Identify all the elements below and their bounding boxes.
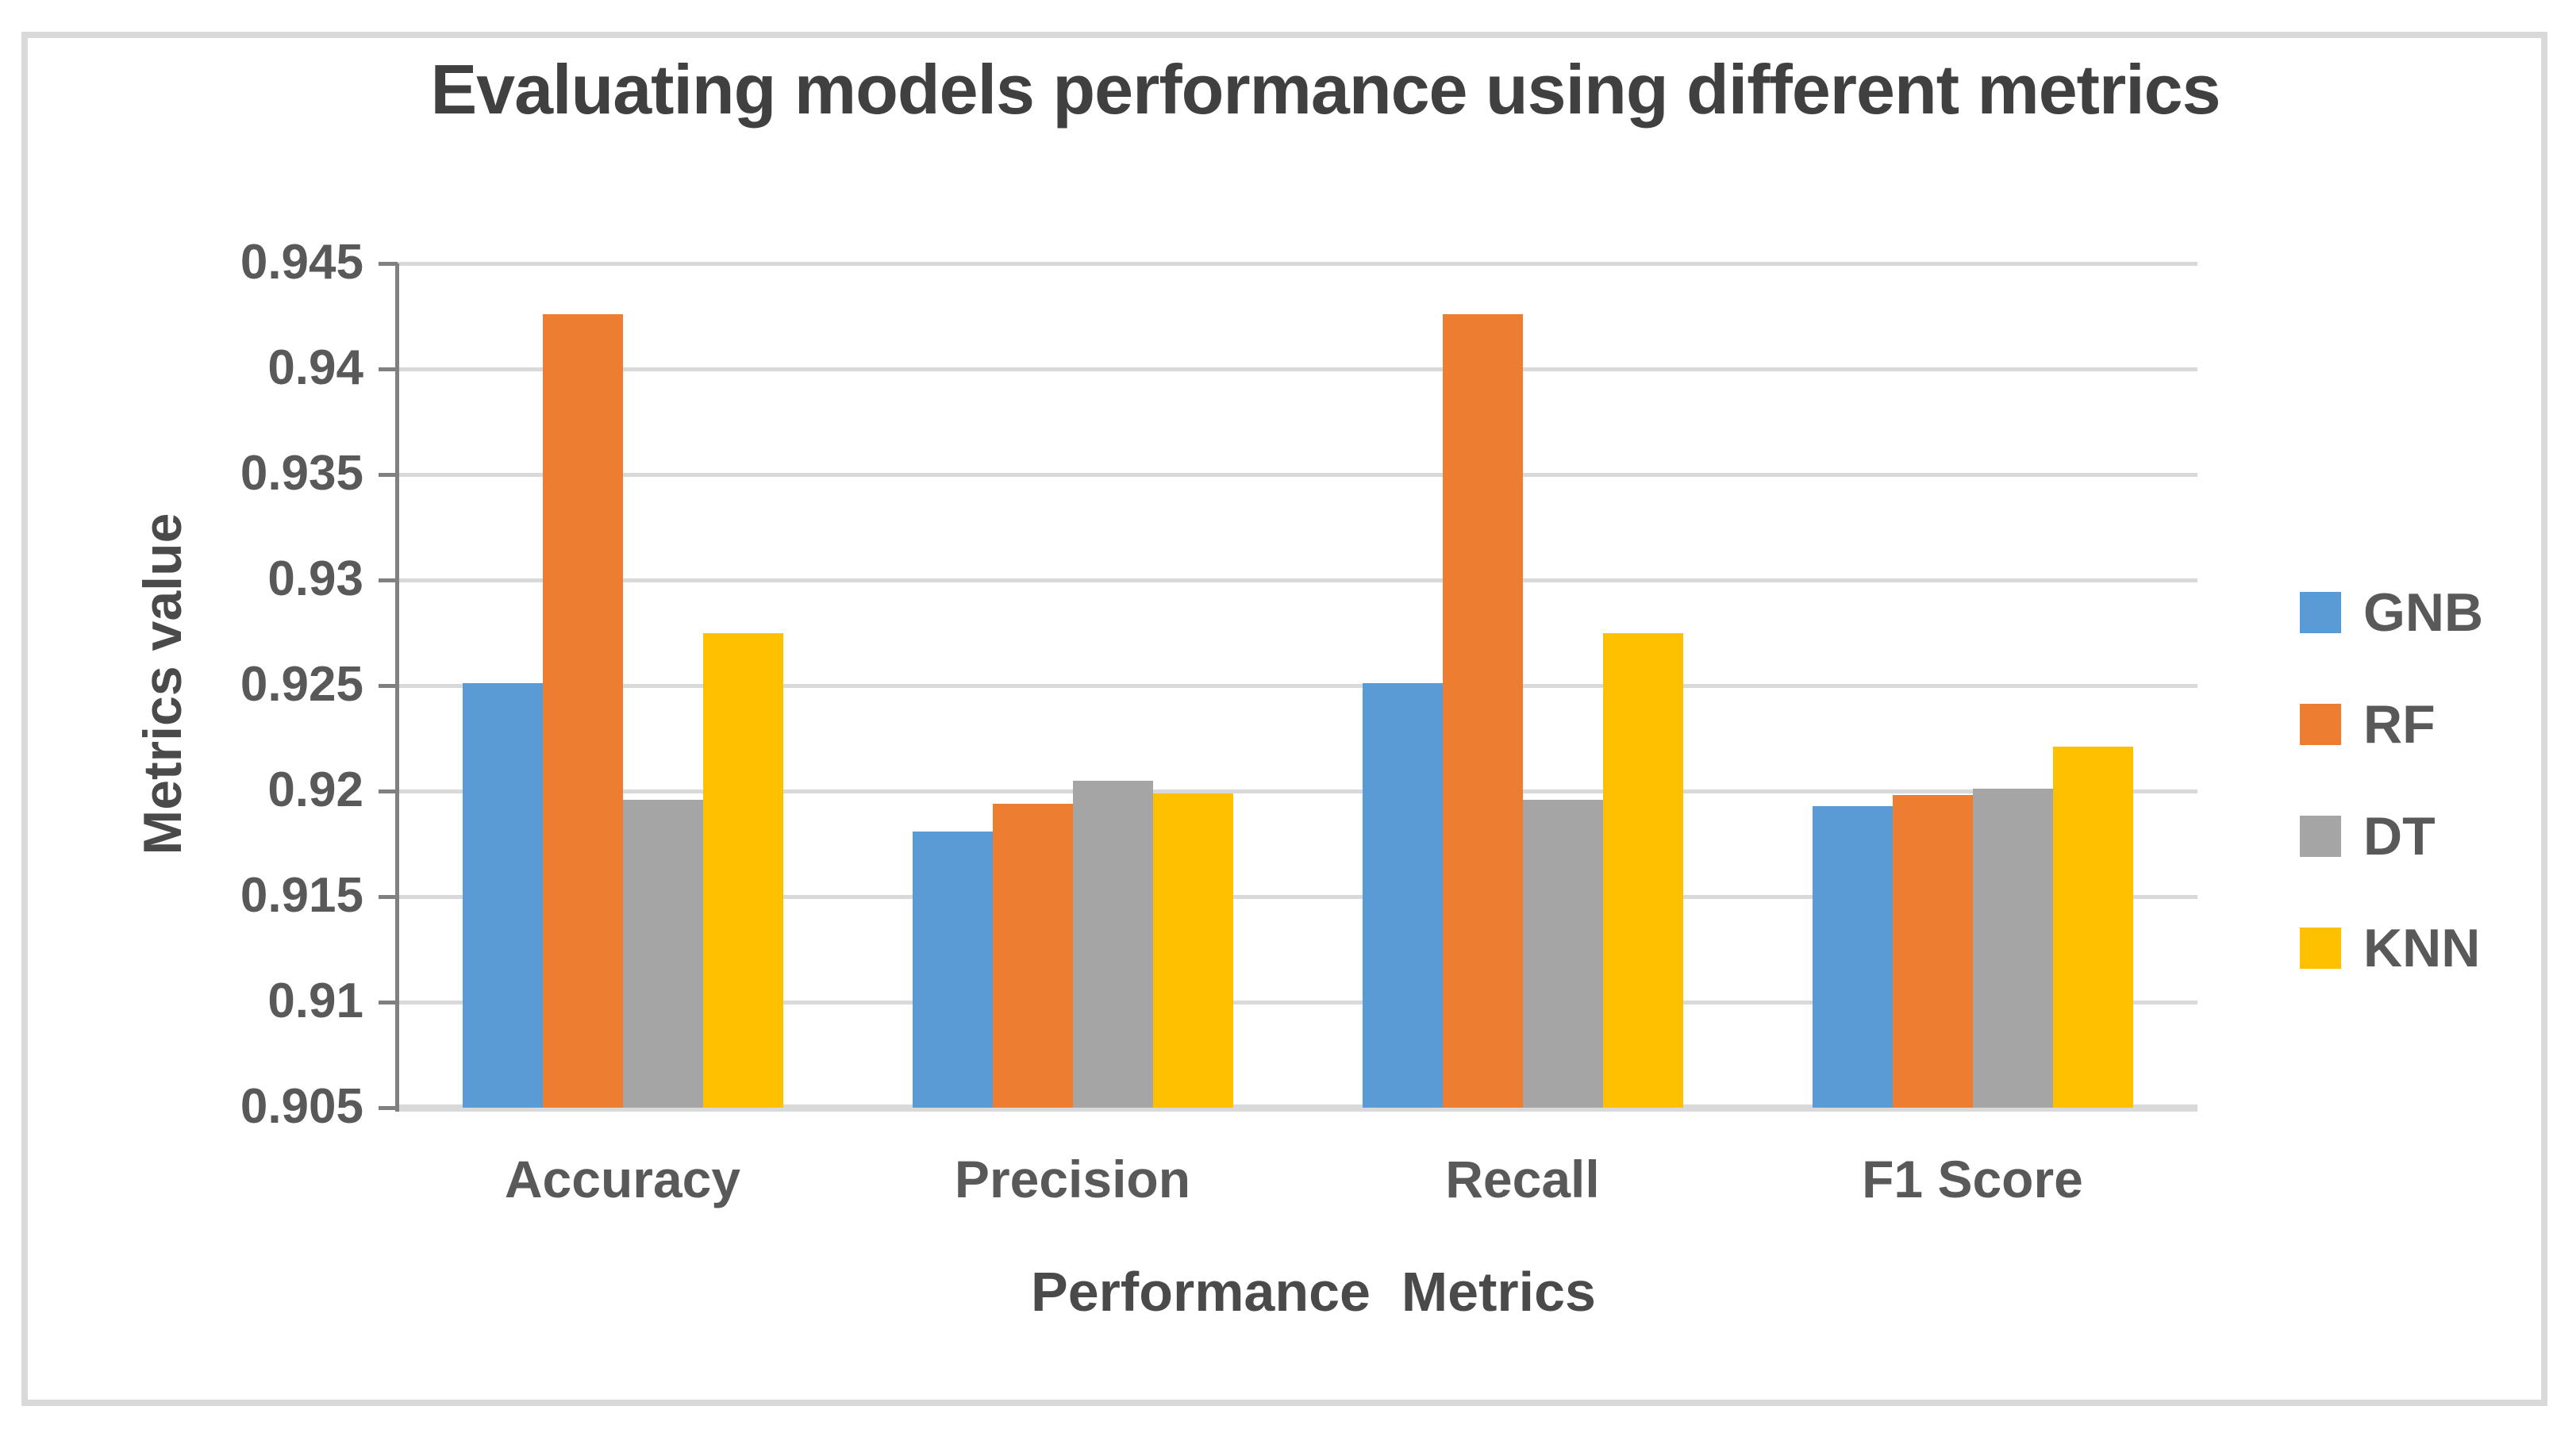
gridline bbox=[398, 473, 2197, 477]
legend-item-rf: RF bbox=[2300, 694, 2436, 755]
y-tick-mark bbox=[379, 262, 398, 266]
bar-rf-precision bbox=[992, 803, 1073, 1108]
legend-swatch-knn bbox=[2300, 928, 2341, 969]
legend-label-dt: DT bbox=[2363, 806, 2436, 866]
gridline bbox=[398, 789, 2197, 793]
x-category-label-f1-score: F1 Score bbox=[1862, 1150, 2083, 1208]
y-tick-mark bbox=[379, 473, 398, 477]
bar-knn-precision bbox=[1152, 793, 1233, 1108]
y-tick-mark bbox=[379, 895, 398, 899]
bar-dt-recall bbox=[1522, 799, 1603, 1108]
bar-dt-f1-score bbox=[1972, 789, 2053, 1108]
y-tick-mark bbox=[379, 789, 398, 793]
y-tick-mark bbox=[379, 684, 398, 688]
bar-gnb-recall bbox=[1362, 683, 1443, 1108]
chart-border bbox=[21, 32, 2547, 1406]
gridline bbox=[398, 684, 2197, 688]
y-tick-label: 0.91 bbox=[267, 974, 363, 1029]
chart-title: Evaluating models performance using diff… bbox=[430, 50, 2220, 129]
gridline bbox=[398, 262, 2197, 266]
x-axis-line bbox=[398, 1104, 2197, 1112]
x-axis-title: Performance Metrics bbox=[1031, 1261, 1596, 1323]
x-category-label-accuracy: Accuracy bbox=[504, 1150, 741, 1208]
bar-gnb-f1-score bbox=[1812, 805, 1893, 1108]
y-tick-label: 0.94 bbox=[267, 340, 363, 396]
y-tick-label: 0.945 bbox=[240, 235, 363, 290]
gridline bbox=[398, 1001, 2197, 1005]
bar-knn-accuracy bbox=[702, 632, 783, 1108]
y-tick-label: 0.93 bbox=[267, 551, 363, 607]
legend-item-dt: DT bbox=[2300, 806, 2436, 866]
plot-area bbox=[398, 262, 2197, 1108]
bar-knn-recall bbox=[1602, 632, 1683, 1108]
bar-knn-f1-score bbox=[2052, 747, 2133, 1108]
y-tick-label: 0.92 bbox=[267, 763, 363, 818]
legend-label-gnb: GNB bbox=[2363, 582, 2484, 643]
x-category-label-precision: Precision bbox=[954, 1150, 1191, 1208]
y-tick-label: 0.915 bbox=[240, 868, 363, 924]
legend-label-rf: RF bbox=[2363, 694, 2436, 755]
y-tick-mark bbox=[379, 578, 398, 582]
bar-dt-precision bbox=[1072, 780, 1153, 1108]
bar-rf-f1-score bbox=[1892, 795, 1973, 1108]
legend-swatch-gnb bbox=[2300, 592, 2341, 633]
gridline bbox=[398, 367, 2197, 371]
y-tick-mark bbox=[379, 1001, 398, 1005]
y-tick-label: 0.905 bbox=[240, 1079, 363, 1135]
bar-rf-accuracy bbox=[542, 313, 623, 1108]
gridline bbox=[398, 895, 2197, 899]
x-category-label-recall: Recall bbox=[1445, 1150, 1600, 1208]
y-tick-label: 0.925 bbox=[240, 657, 363, 713]
legend-swatch-rf bbox=[2300, 704, 2341, 745]
y-tick-mark bbox=[379, 367, 398, 371]
bar-dt-accuracy bbox=[622, 799, 703, 1108]
y-tick-label: 0.935 bbox=[240, 446, 363, 501]
bar-gnb-accuracy bbox=[462, 683, 543, 1108]
legend-label-knn: KNN bbox=[2363, 918, 2481, 978]
y-tick-mark bbox=[379, 1106, 398, 1110]
legend-swatch-dt bbox=[2300, 816, 2341, 857]
bar-rf-recall bbox=[1442, 313, 1523, 1108]
bar-gnb-precision bbox=[912, 831, 993, 1108]
gridline bbox=[398, 578, 2197, 582]
legend-item-knn: KNN bbox=[2300, 918, 2481, 978]
legend-item-gnb: GNB bbox=[2300, 582, 2484, 643]
